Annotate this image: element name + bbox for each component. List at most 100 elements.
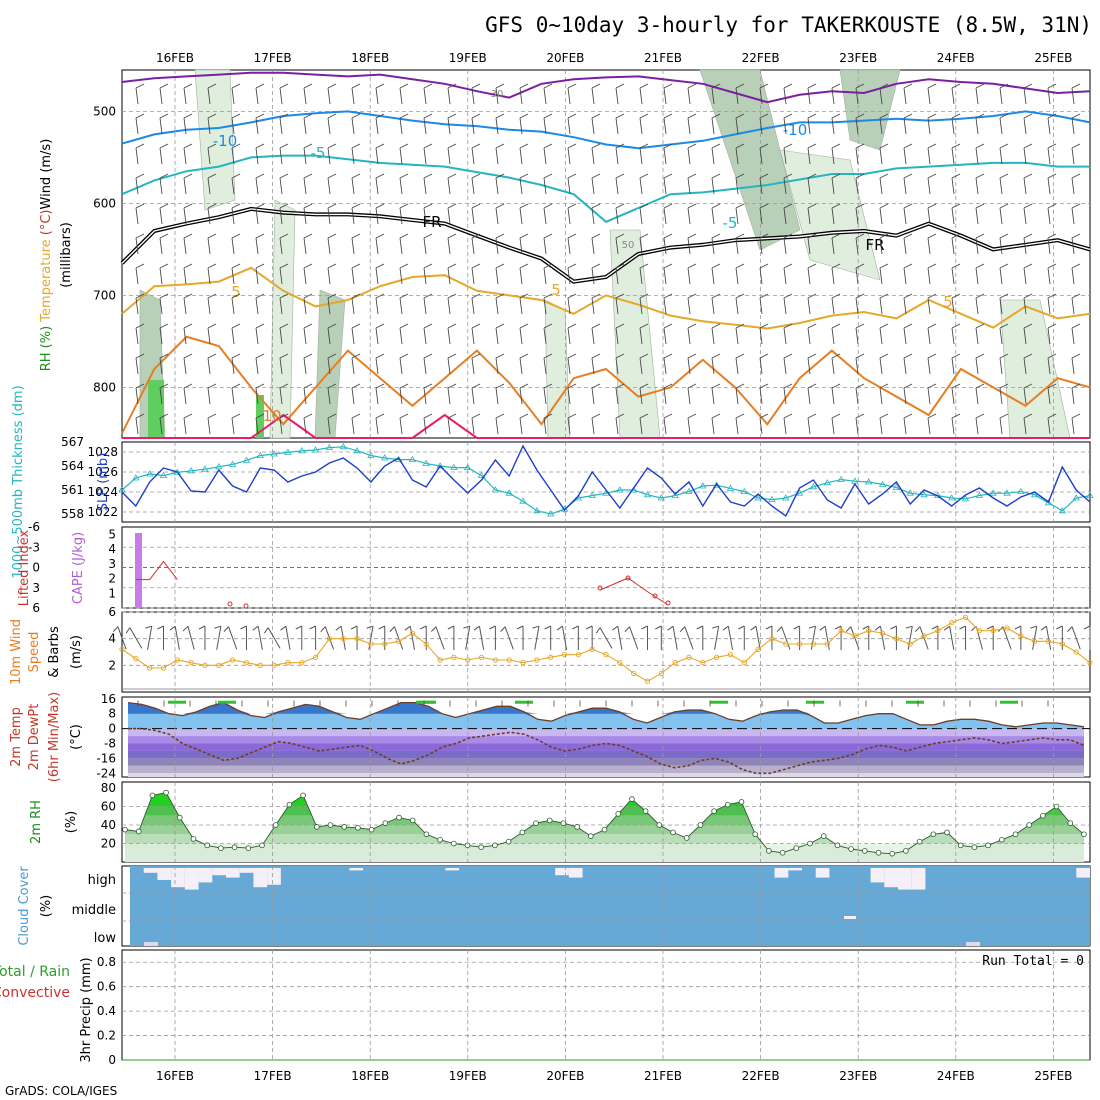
thickness-marker	[215, 463, 223, 470]
upper-wind-barb	[447, 83, 457, 105]
high-cloud-bar	[1076, 868, 1090, 878]
upper-wind-barb	[183, 203, 193, 225]
wind-speed-marker	[1032, 638, 1038, 644]
upper-wind-barb-staff	[855, 237, 859, 255]
upper-wind-barb	[495, 383, 505, 405]
upper-wind-barb-staff	[735, 357, 739, 375]
upper-wind-barb-flag	[327, 413, 337, 419]
upper-wind-barb-staff	[879, 237, 883, 255]
thickness-marker	[809, 483, 818, 490]
upper-wind-barb	[927, 353, 937, 375]
upper-wind-barb	[615, 293, 625, 315]
sfc-wind-barb-staff	[684, 626, 694, 650]
upper-wind-barb-flag	[855, 113, 865, 119]
upper-wind-barb	[1047, 113, 1057, 135]
thickness-marker	[837, 475, 845, 483]
wind-speed-marker	[990, 628, 996, 634]
upper-wind-barb	[207, 143, 217, 165]
upper-wind-barb-staff	[183, 147, 187, 165]
upper-wind-barb-staff	[183, 87, 187, 105]
upper-wind-barb-staff	[495, 117, 499, 135]
sfc-wind-barb-flag	[309, 625, 316, 630]
upper-wind-barb-flag	[207, 143, 217, 149]
upper-wind-barb-flag	[879, 113, 889, 119]
rh-marker	[1012, 831, 1019, 838]
sfc-wind-barb	[862, 625, 870, 650]
upper-wind-barb-staff	[975, 327, 979, 345]
upper-wind-barb-flag	[591, 383, 601, 389]
upper-wind-barb-flag	[663, 413, 673, 419]
upper-wind-barb-staff	[375, 267, 379, 285]
upper-wind-barb	[1023, 203, 1033, 225]
upper-wind-barb	[567, 173, 577, 195]
sfc-wind-barb-flag	[264, 627, 269, 634]
sfc-wind-barb	[214, 625, 222, 650]
upper-wind-barb	[255, 353, 265, 375]
upper-wind-barb	[783, 413, 793, 435]
upper-wind-barb-staff	[735, 417, 739, 435]
upper-wind-barb-flag	[255, 413, 265, 419]
upper-wind-barb-flag	[399, 113, 409, 119]
upper-wind-barb-staff	[879, 177, 883, 195]
grads-credit: GrADS: COLA/IGES	[5, 1084, 117, 1098]
upper-wind-barb-staff	[231, 357, 235, 375]
upper-wind-barb-flag	[399, 323, 409, 329]
upper-wind-barb-flag	[303, 203, 313, 209]
upper-wind-barb	[279, 323, 289, 345]
upper-wind-barb-flag	[927, 263, 937, 269]
upper-wind-barb-flag	[879, 353, 889, 359]
rh-marker	[916, 838, 923, 845]
wind-ylabel-2: Speed	[27, 632, 42, 673]
upper-wind-barb-staff	[975, 117, 979, 135]
upper-wind-barb-flag	[663, 203, 673, 209]
sfc-wind-barb-staff	[267, 627, 281, 649]
upper-wind-barb-staff	[807, 357, 811, 375]
upper-wind-barb	[663, 323, 673, 345]
upper-wind-barb-staff	[447, 387, 451, 405]
upper-wind-barb-flag	[159, 233, 169, 239]
upper-wind-barb	[183, 323, 193, 345]
upper-wind-barb-staff	[903, 117, 907, 135]
upper-wind-barb-staff	[567, 357, 571, 375]
upper-wind-barb	[639, 233, 649, 255]
rh-shading-area	[194, 69, 236, 211]
upper-wind-barb	[471, 83, 481, 105]
upper-wind-barb-staff	[1023, 417, 1027, 435]
upper-wind-barb-staff	[279, 357, 283, 375]
upper-wind-barb-staff	[951, 87, 955, 105]
upper-wind-barb	[567, 263, 577, 285]
upper-wind-barb	[1071, 353, 1081, 375]
upper-wind-barb-staff	[543, 357, 547, 375]
wind-speed-marker	[644, 678, 651, 684]
upper-wind-barb	[327, 233, 337, 255]
upper-wind-barb-flag	[471, 383, 481, 389]
upper-wind-barb-flag	[399, 293, 409, 299]
upper-wind-barb-staff	[1047, 417, 1051, 435]
upper-wind-barb	[807, 233, 817, 255]
upper-wind-barb-flag	[231, 323, 241, 329]
upper-wind-barb-staff	[999, 297, 1003, 315]
sfc-wind-barb-staff	[672, 626, 678, 650]
upper-wind-barb-flag	[567, 383, 577, 389]
upper-wind-barb-staff	[687, 87, 691, 105]
wind-speed-marker	[755, 646, 761, 652]
thickness-marker	[408, 455, 417, 463]
upper-wind-barb	[1071, 143, 1081, 165]
upper-wind-barb	[471, 143, 481, 165]
upper-wind-barb	[711, 143, 721, 165]
thickness-marker	[795, 489, 804, 496]
upper-wind-barb-staff	[951, 117, 955, 135]
upper-wind-barb	[855, 323, 865, 345]
upper-wind-barb-staff	[471, 177, 475, 195]
upper-wind-barb-staff	[495, 357, 499, 375]
upper-wind-barb	[375, 383, 385, 405]
upper-wind-barb	[687, 143, 697, 165]
top-date-label-21FEB: 21FEB	[644, 51, 682, 65]
thickness-marker	[1044, 499, 1053, 506]
sfc-wind-barb-staff	[629, 626, 639, 650]
upper-wind-barb-staff	[807, 297, 811, 315]
upper-wind-barb-staff	[543, 297, 547, 315]
upper-wind-barb-flag	[639, 353, 649, 359]
upper-wind-barb-staff	[183, 357, 187, 375]
upper-wind-barb-flag	[207, 233, 217, 239]
